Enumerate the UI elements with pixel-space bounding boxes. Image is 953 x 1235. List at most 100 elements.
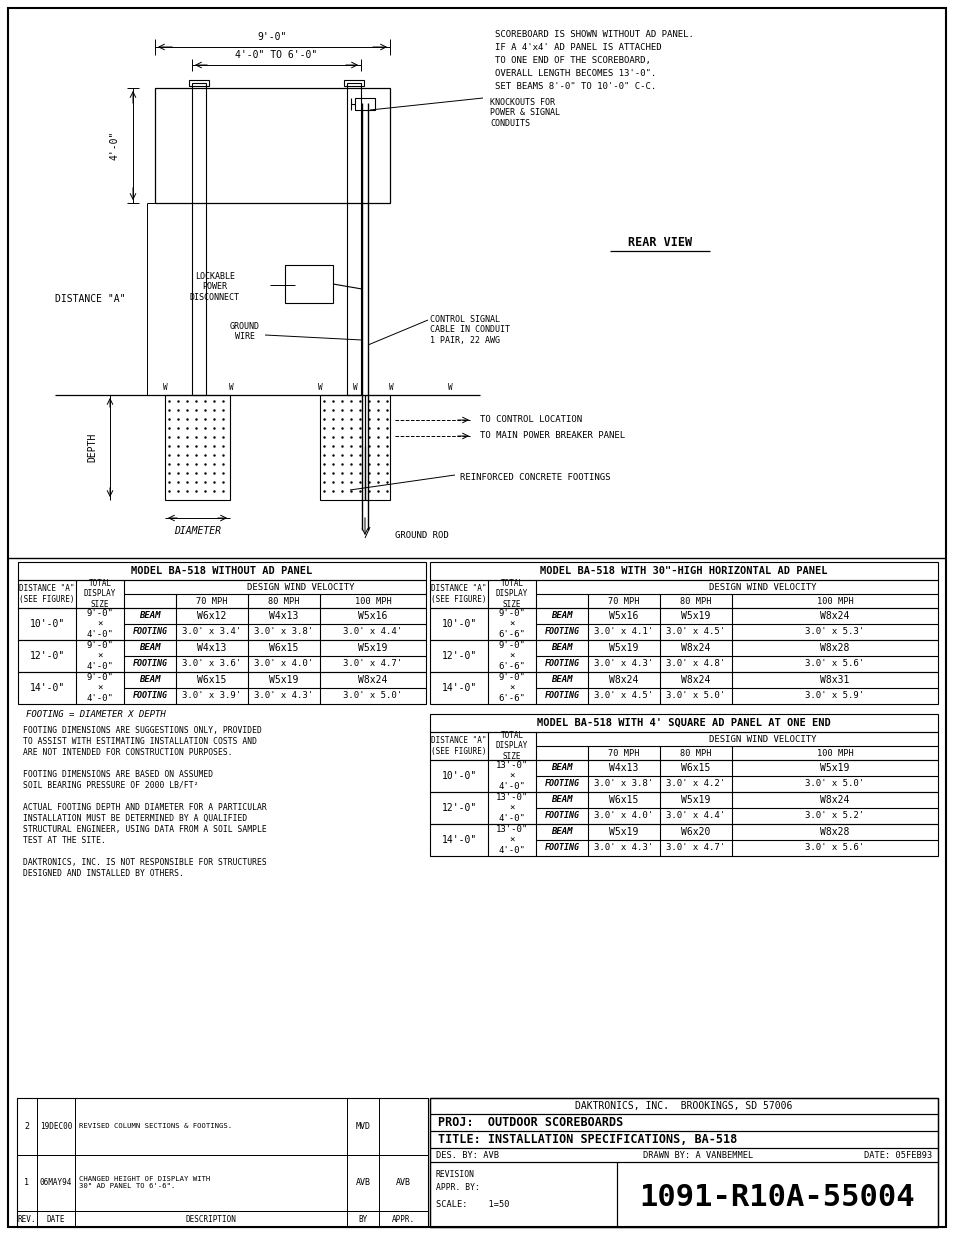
- Text: 3.0' x 3.9': 3.0' x 3.9': [182, 692, 241, 700]
- Bar: [430, 1114, 937, 1131]
- Text: DISTANCE "A"
(SEE FIGURE): DISTANCE "A" (SEE FIGURE): [431, 584, 486, 604]
- Text: DEPTH: DEPTH: [87, 432, 97, 462]
- Bar: [17, 1098, 428, 1228]
- Bar: [165, 395, 230, 500]
- Bar: [430, 1131, 937, 1149]
- Text: GROUND ROD: GROUND ROD: [395, 531, 448, 540]
- Text: W5x19: W5x19: [680, 795, 710, 805]
- Text: SET BEAMS 8'-0" TO 10'-0" C-C.: SET BEAMS 8'-0" TO 10'-0" C-C.: [495, 82, 656, 91]
- Text: TO ASSIST WITH ESTIMATING INSTALLATION COSTS AND: TO ASSIST WITH ESTIMATING INSTALLATION C…: [23, 737, 256, 746]
- Text: CONTROL SIGNAL
CABLE IN CONDUIT
1 PAIR, 22 AWG: CONTROL SIGNAL CABLE IN CONDUIT 1 PAIR, …: [430, 315, 510, 345]
- Text: 3.0' x 4.4': 3.0' x 4.4': [343, 627, 402, 636]
- Text: 3.0' x 3.4': 3.0' x 3.4': [182, 627, 241, 636]
- Text: 13'-0"
×
4'-0": 13'-0" × 4'-0": [496, 825, 528, 855]
- Text: 3.0' x 4.5': 3.0' x 4.5': [594, 692, 653, 700]
- Text: DESIGN WIND VELOCITY: DESIGN WIND VELOCITY: [708, 583, 816, 592]
- Text: 3.0' x 5.9': 3.0' x 5.9': [804, 692, 863, 700]
- Text: BEAM: BEAM: [139, 643, 161, 652]
- Bar: [17, 1098, 428, 1155]
- Text: FOOTING: FOOTING: [544, 811, 578, 820]
- Text: SCOREBOARD IS SHOWN WITHOUT AD PANEL.: SCOREBOARD IS SHOWN WITHOUT AD PANEL.: [495, 30, 693, 40]
- Text: 13'-0"
×
4'-0": 13'-0" × 4'-0": [496, 761, 528, 790]
- Bar: [18, 608, 426, 640]
- Text: 9'-0"
×
6'-6": 9'-0" × 6'-6": [498, 641, 525, 671]
- Bar: [430, 640, 937, 672]
- Text: TO ONE END OF THE SCOREBOARD,: TO ONE END OF THE SCOREBOARD,: [495, 56, 650, 65]
- Text: 100 MPH: 100 MPH: [816, 748, 853, 757]
- Bar: [430, 714, 937, 732]
- Text: 4'-0": 4'-0": [110, 131, 120, 161]
- Text: 9'-0"
×
4'-0": 9'-0" × 4'-0": [87, 609, 113, 638]
- Text: 12'-0": 12'-0": [441, 803, 476, 813]
- Text: 12'-0": 12'-0": [30, 651, 65, 661]
- Text: CHANGED HEIGHT OF DISPLAY WITH
30" AD PANEL TO 6'-6".: CHANGED HEIGHT OF DISPLAY WITH 30" AD PA…: [79, 1176, 210, 1189]
- Text: BEAM: BEAM: [551, 763, 572, 773]
- Text: LOCKABLE
POWER
DISCONNECT: LOCKABLE POWER DISCONNECT: [190, 272, 240, 301]
- Bar: [430, 1149, 937, 1162]
- Text: DES. BY: AVB: DES. BY: AVB: [436, 1151, 498, 1160]
- Bar: [430, 608, 937, 640]
- Text: 9'-0"
×
6'-6": 9'-0" × 6'-6": [498, 673, 525, 703]
- Text: 3.0' x 4.3': 3.0' x 4.3': [594, 844, 653, 852]
- Bar: [430, 562, 937, 580]
- Text: DISTANCE "A": DISTANCE "A": [54, 294, 125, 304]
- Text: DISTANCE "A"
(SEE FIGURE): DISTANCE "A" (SEE FIGURE): [431, 736, 486, 756]
- Text: W4x13: W4x13: [269, 611, 298, 621]
- Text: 3.0' x 5.6': 3.0' x 5.6': [804, 659, 863, 668]
- Text: DAKTRONICS, INC.  BROOKINGS, SD 57006: DAKTRONICS, INC. BROOKINGS, SD 57006: [575, 1100, 792, 1112]
- Text: 70 MPH: 70 MPH: [608, 748, 639, 757]
- Text: TOTAL
DISPLAY
SIZE: TOTAL DISPLAY SIZE: [496, 579, 528, 609]
- Text: 3.0' x 5.0': 3.0' x 5.0': [804, 779, 863, 788]
- Text: W8x24: W8x24: [820, 795, 849, 805]
- Text: W: W: [229, 384, 233, 393]
- Bar: [430, 1098, 937, 1228]
- Text: 80 MPH: 80 MPH: [679, 597, 711, 605]
- Text: W8x31: W8x31: [820, 676, 849, 685]
- Text: W: W: [388, 384, 393, 393]
- Text: BEAM: BEAM: [551, 643, 572, 652]
- Text: W8x28: W8x28: [820, 643, 849, 653]
- Text: SCALE:    1=50: SCALE: 1=50: [436, 1200, 509, 1209]
- Text: 2: 2: [25, 1121, 30, 1131]
- Bar: [430, 824, 937, 856]
- Text: OVERALL LENGTH BECOMES 13'-0".: OVERALL LENGTH BECOMES 13'-0".: [495, 69, 656, 78]
- Text: FOOTING: FOOTING: [544, 844, 578, 852]
- Bar: [18, 640, 426, 672]
- Text: DATE: DATE: [47, 1214, 65, 1224]
- Bar: [344, 80, 364, 86]
- Text: W6x15: W6x15: [269, 643, 298, 653]
- Text: FOOTING: FOOTING: [544, 627, 578, 636]
- Text: W6x15: W6x15: [680, 763, 710, 773]
- Text: FOOTING: FOOTING: [132, 692, 168, 700]
- Text: 3.0' x 4.7': 3.0' x 4.7': [343, 659, 402, 668]
- Text: 14'-0": 14'-0": [30, 683, 65, 693]
- Text: 3.0' x 5.0': 3.0' x 5.0': [343, 692, 402, 700]
- Text: 10'-0": 10'-0": [441, 771, 476, 781]
- Bar: [430, 732, 937, 760]
- Text: MODEL BA-518 WITH 30"-HIGH HORIZONTAL AD PANEL: MODEL BA-518 WITH 30"-HIGH HORIZONTAL AD…: [539, 566, 827, 576]
- Text: TO MAIN POWER BREAKER PANEL: TO MAIN POWER BREAKER PANEL: [479, 431, 624, 441]
- Text: W: W: [163, 384, 167, 393]
- Text: BEAM: BEAM: [139, 611, 161, 620]
- Text: TOTAL
DISPLAY
SIZE: TOTAL DISPLAY SIZE: [496, 731, 528, 761]
- Bar: [18, 562, 426, 580]
- Text: REAR VIEW: REAR VIEW: [627, 236, 691, 249]
- Text: 3.0' x 5.0': 3.0' x 5.0': [666, 692, 725, 700]
- Bar: [355, 98, 375, 110]
- Text: W8x24: W8x24: [358, 676, 387, 685]
- Bar: [18, 672, 426, 704]
- Text: GROUND
WIRE: GROUND WIRE: [230, 322, 260, 341]
- Text: W8x24: W8x24: [820, 611, 849, 621]
- Text: 3.0' x 3.6': 3.0' x 3.6': [182, 659, 241, 668]
- Text: 3.0' x 3.8': 3.0' x 3.8': [594, 779, 653, 788]
- Text: REVISED COLUMN SECTIONS & FOOTINGS.: REVISED COLUMN SECTIONS & FOOTINGS.: [79, 1124, 232, 1129]
- Text: DAKTRONICS, INC. IS NOT RESPONSIBLE FOR STRUCTURES: DAKTRONICS, INC. IS NOT RESPONSIBLE FOR …: [23, 858, 267, 867]
- Text: 80 MPH: 80 MPH: [679, 748, 711, 757]
- Text: W4x13: W4x13: [609, 763, 638, 773]
- Text: ACTUAL FOOTING DEPTH AND DIAMETER FOR A PARTICULAR: ACTUAL FOOTING DEPTH AND DIAMETER FOR A …: [23, 803, 267, 811]
- Bar: [154, 88, 390, 203]
- Text: W: W: [353, 384, 357, 393]
- Text: W8x24: W8x24: [680, 643, 710, 653]
- Text: W8x24: W8x24: [680, 676, 710, 685]
- Text: 80 MPH: 80 MPH: [268, 597, 299, 605]
